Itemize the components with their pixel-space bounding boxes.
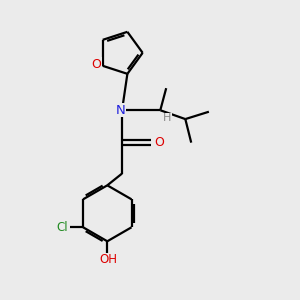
- Text: Cl: Cl: [57, 221, 68, 234]
- Text: N: N: [116, 104, 125, 117]
- Text: O: O: [154, 136, 164, 149]
- Text: H: H: [163, 113, 171, 124]
- Text: O: O: [91, 58, 101, 71]
- Text: OH: OH: [100, 253, 118, 266]
